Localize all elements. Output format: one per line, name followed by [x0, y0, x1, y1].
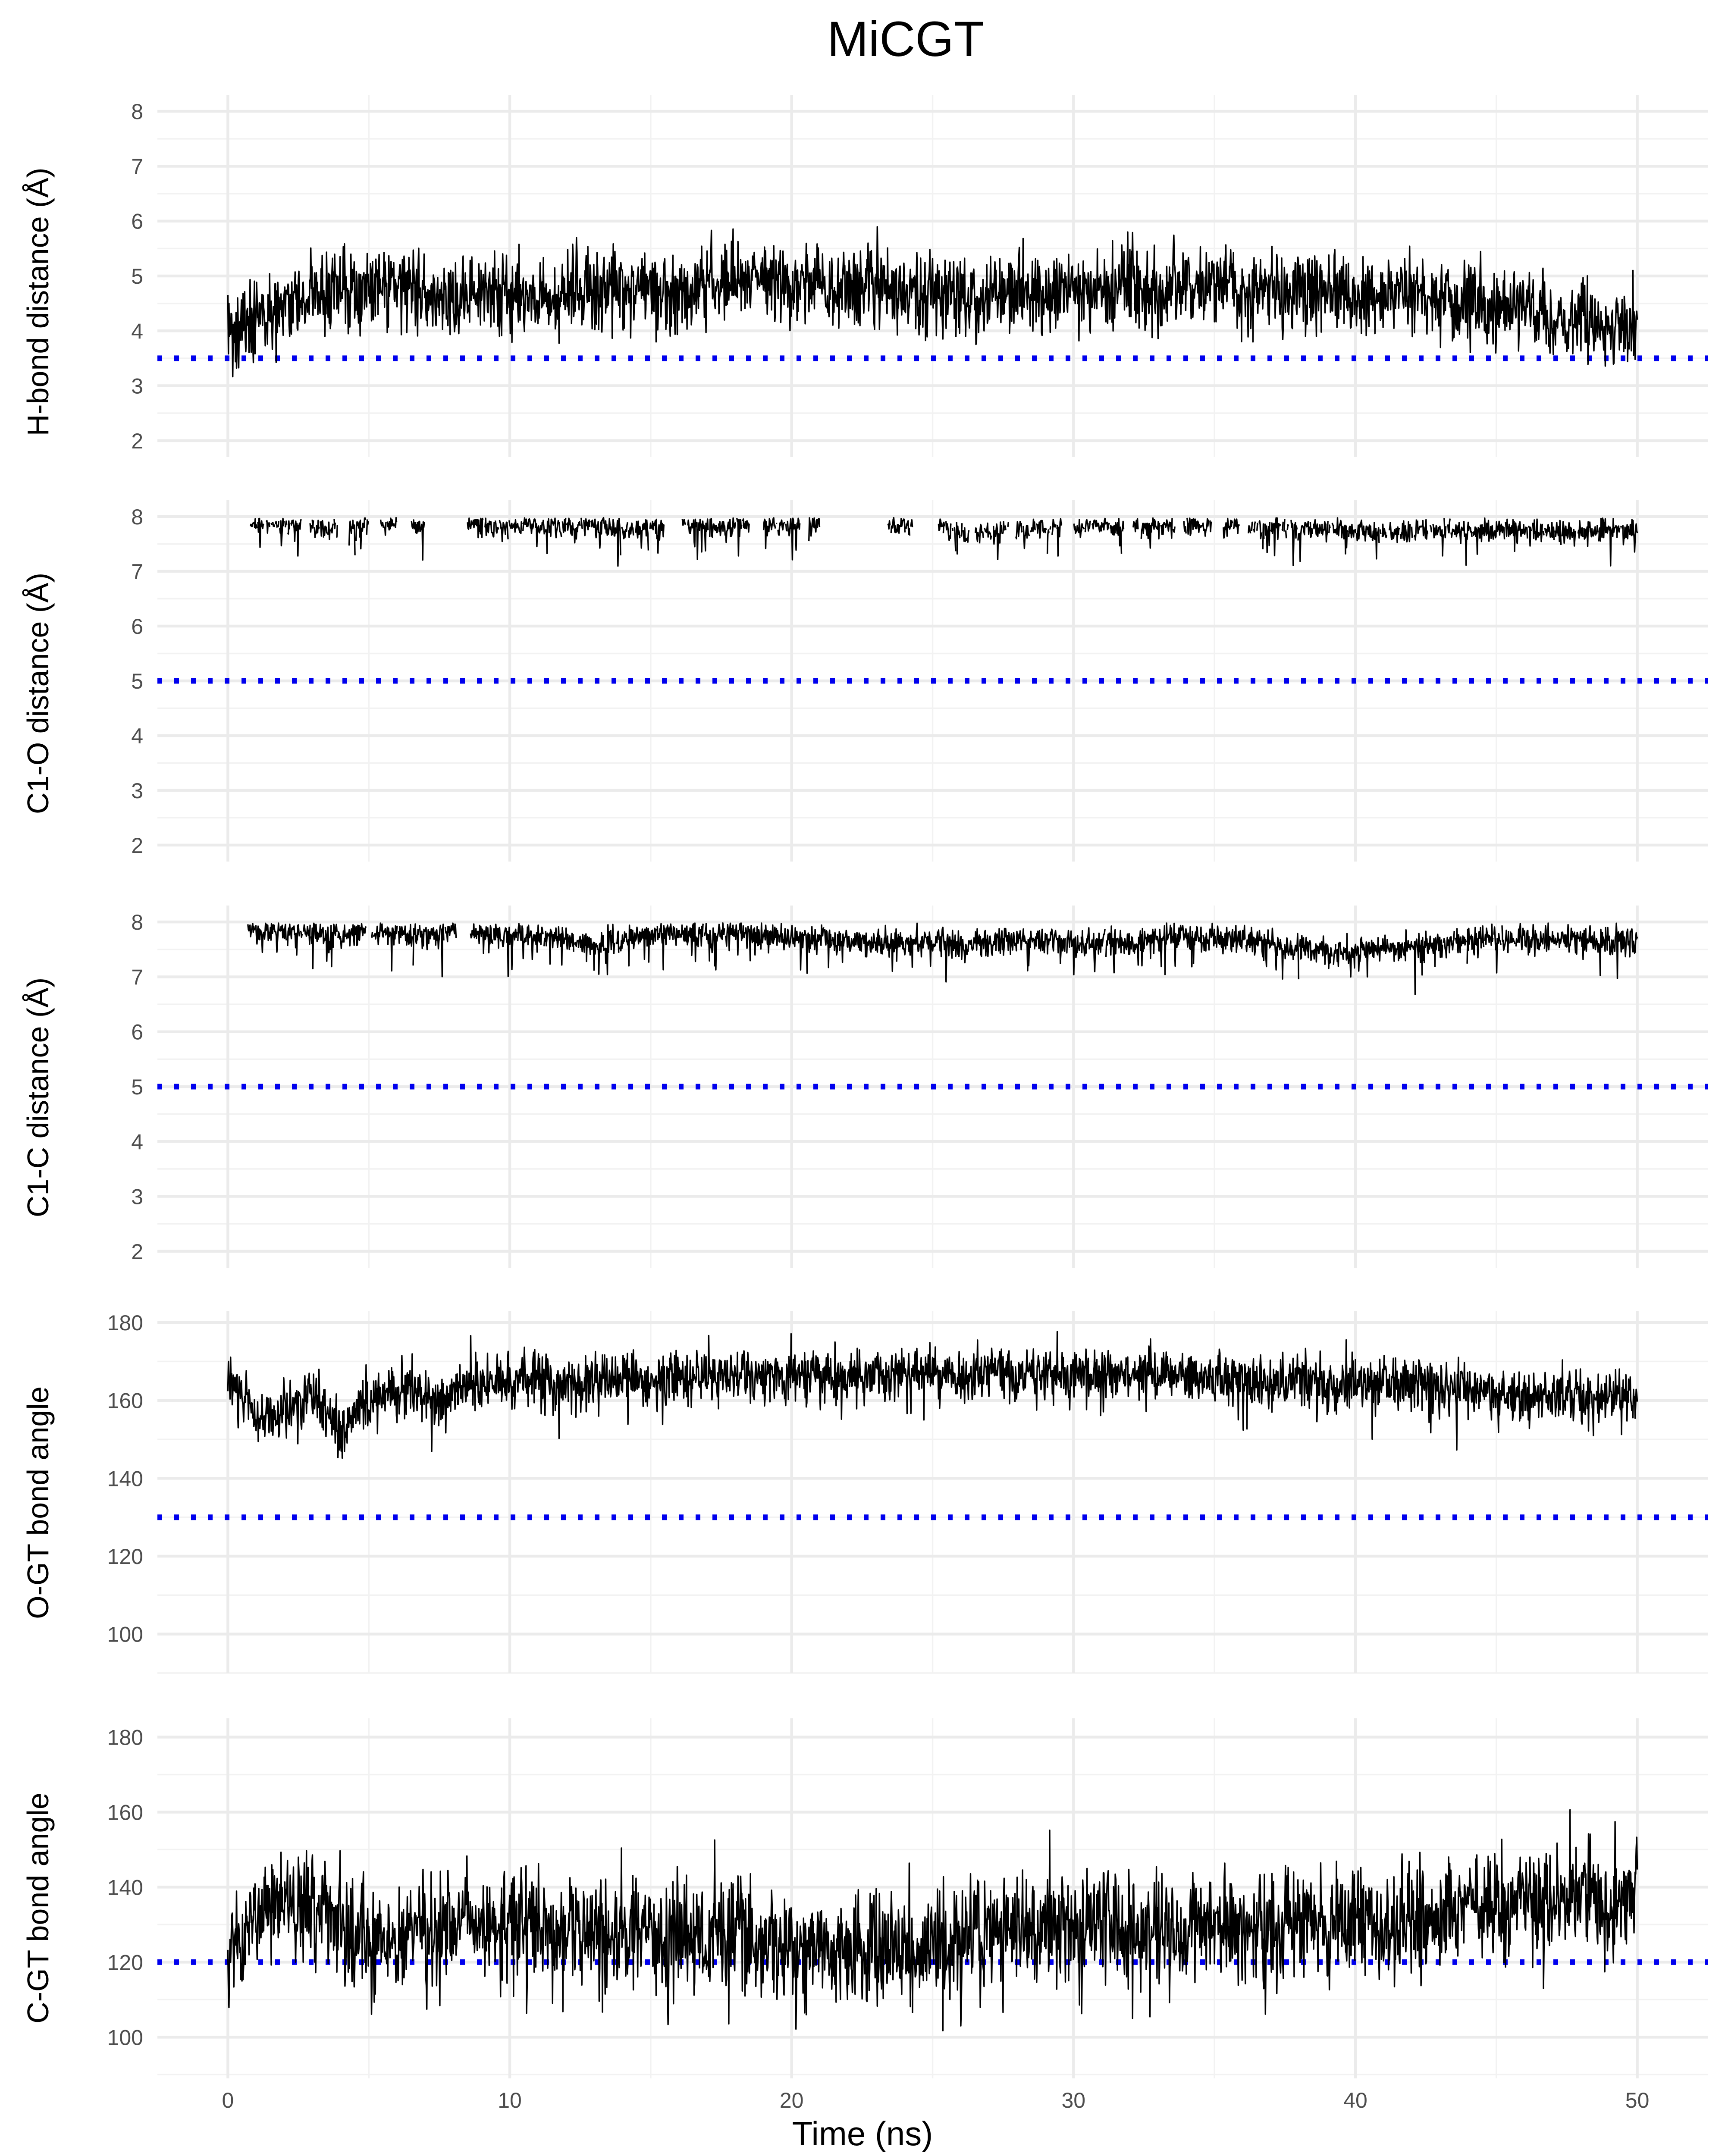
x-axis-label: Time (ns): [792, 2115, 933, 2153]
series-line-hbond: [227, 226, 1638, 378]
series-line-cgt: [227, 1809, 1638, 2031]
y-axis-label-o-gt-bond-angle: O-GT bond angle: [21, 1386, 55, 1619]
y-tick-label: 8: [131, 505, 143, 529]
y-axis-label-hbond-distance: H-bond distance (Å): [21, 168, 55, 436]
panel-c-gt-bond-angle: 100 120 140 160 180 0 10 20 30 40 50 C-GT bond ang…: [21, 1718, 1708, 2112]
y-tick-label: 160: [107, 1800, 143, 1824]
y-tick-label: 6: [131, 1020, 143, 1044]
y-tick-label: 5: [131, 264, 143, 288]
x-tick-label: 10: [498, 2088, 522, 2112]
x-tick-label: 20: [780, 2088, 804, 2112]
y-axis-label-c1-c-distance: C1-C distance (Å): [21, 978, 55, 1217]
panel-hbond-distance: 2 3 4 5 6 7 8 H-bond distance (Å): [21, 95, 1708, 457]
y-tick-label: 3: [131, 779, 143, 803]
y-tick-label: 7: [131, 560, 143, 584]
y-tick-label: 2: [131, 429, 143, 453]
y-tick-label: 5: [131, 669, 143, 693]
y-tick-label: 8: [131, 910, 143, 934]
y-tick-label: 120: [107, 1950, 143, 1974]
y-tick-label: 8: [131, 100, 143, 124]
y-tick-label: 3: [131, 374, 143, 398]
y-tick-label: 160: [107, 1389, 143, 1413]
y-tick-label: 100: [107, 2025, 143, 2049]
series-line-ogt: [227, 1331, 1638, 1459]
y-tick-label: 4: [131, 724, 143, 748]
series-line-c1c: [247, 922, 1638, 995]
y-tick-label: 180: [107, 1311, 143, 1335]
y-tick-label: 2: [131, 834, 143, 858]
figure-title: MiCGT: [827, 12, 984, 67]
y-tick-label: 4: [131, 319, 143, 343]
x-tick-label: 40: [1343, 2088, 1367, 2112]
y-tick-label: 140: [107, 1467, 143, 1491]
panel-o-gt-bond-angle: 100 120 140 160 180 O-GT bond angle: [21, 1311, 1708, 1674]
panel-c1-o-distance: 2 3 4 5 6 7 8 C1-O distance (Å): [21, 500, 1708, 862]
y-tick-label: 7: [131, 965, 143, 989]
x-tick-label: 30: [1062, 2088, 1086, 2112]
y-tick-label: 120: [107, 1545, 143, 1569]
y-tick-label: 7: [131, 154, 143, 179]
y-tick-label: 2: [131, 1240, 143, 1264]
y-tick-label: 140: [107, 1875, 143, 1899]
y-tick-label: 6: [131, 614, 143, 639]
y-tick-label: 180: [107, 1725, 143, 1749]
y-axis-label-c1-o-distance: C1-O distance (Å): [21, 573, 55, 814]
panel-c1-c-distance: 2 3 4 5 6 7 8 C1-C distance (Å): [21, 906, 1708, 1268]
x-tick-label: 50: [1625, 2088, 1650, 2112]
y-axis-label-c-gt-bond-angle: C-GT bond angle: [21, 1792, 55, 2024]
x-tick-label: 0: [222, 2088, 234, 2112]
y-tick-label: 4: [131, 1130, 143, 1154]
y-tick-label: 100: [107, 1623, 143, 1647]
y-tick-label: 6: [131, 210, 143, 234]
y-tick-label: 3: [131, 1185, 143, 1209]
series-line-c1o: [250, 517, 1638, 567]
y-tick-label: 5: [131, 1075, 143, 1099]
